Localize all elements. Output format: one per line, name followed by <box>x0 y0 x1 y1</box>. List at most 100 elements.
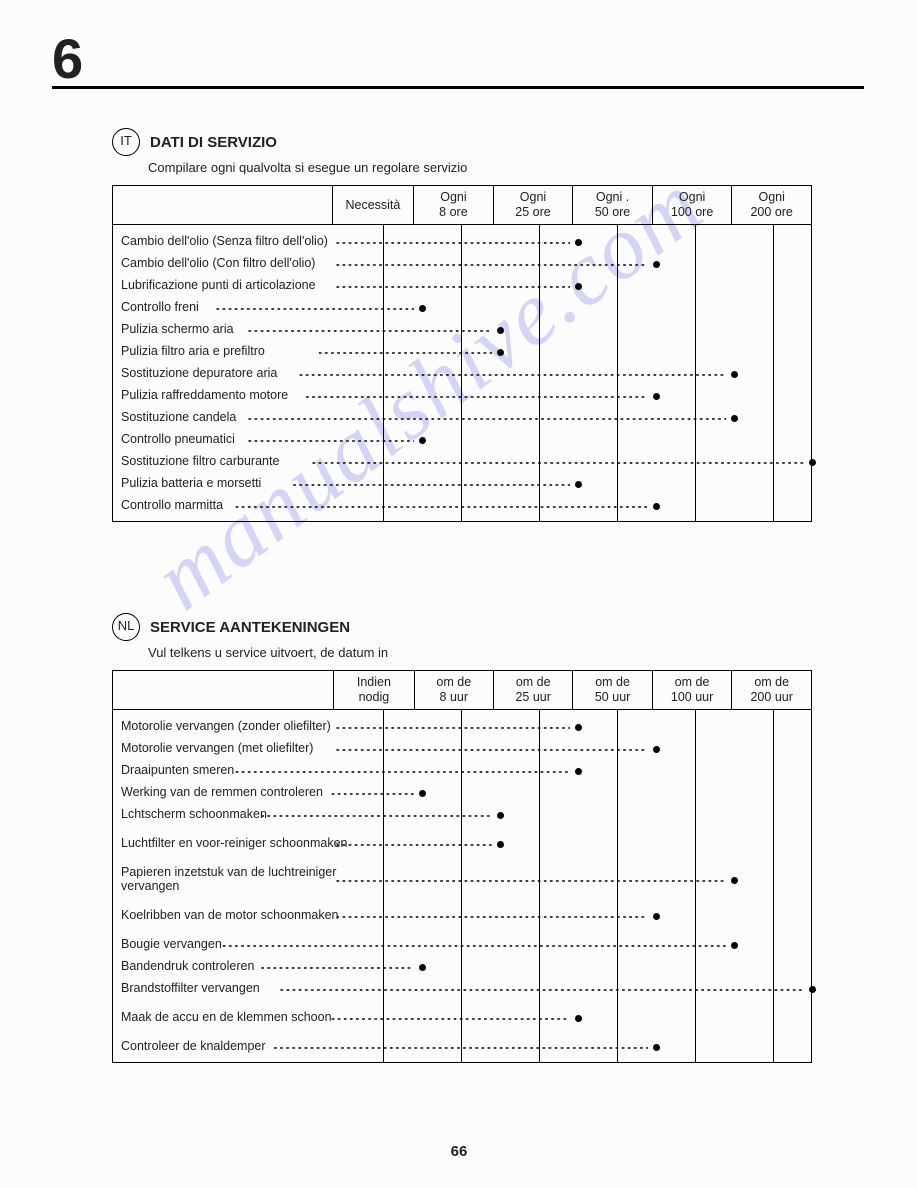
rows-cell: Motorolie vervangen (zonder oliefilter) M… <box>113 710 812 1063</box>
service-table: Indiennodigom de8 uurom de25 uurom de50 … <box>112 670 812 1063</box>
row-label: Brandstoffilter vervangen <box>121 982 260 996</box>
table-row: Lubrificazione punti di articolazione <box>113 275 811 297</box>
service-dot <box>809 986 816 993</box>
row-label: Sostituzione filtro carburante <box>121 455 279 469</box>
service-dot <box>731 415 738 422</box>
row-label: Controleer de knaldemper <box>121 1040 266 1054</box>
row-label: Lchtscherm schoonmaken <box>121 808 267 822</box>
service-dot <box>731 942 738 949</box>
section-heading-row: IT DATI DI SERVIZIO <box>112 128 832 156</box>
table-row: Sostituzione depuratore aria <box>113 363 811 385</box>
column-header: Ogni200 ore <box>732 186 812 225</box>
service-dot <box>419 964 426 971</box>
row-label: Pulizia batteria e morsetti <box>121 477 261 491</box>
column-header: Ogni100 ore <box>652 186 732 225</box>
service-dot <box>653 913 660 920</box>
language-badge: NL <box>112 613 140 641</box>
table-row: Werking van de remmen controleren <box>113 782 811 804</box>
chapter-number: 6 <box>52 26 83 91</box>
service-dot <box>575 768 582 775</box>
row-label: Draaipunten smeren <box>121 764 234 778</box>
service-dot <box>419 790 426 797</box>
row-label: Werking van de remmen controleren <box>121 786 323 800</box>
column-header: om de200 uur <box>732 671 812 710</box>
column-separator <box>695 710 696 1062</box>
table-row: Brandstoffilter vervangen <box>113 978 811 1000</box>
column-header: om de25 uur <box>493 671 572 710</box>
row-label: Pulizia filtro aria e prefiltro <box>121 345 265 359</box>
column-separator <box>695 225 696 521</box>
table-row: Koelribben van de motor schoonmaken <box>113 898 811 934</box>
section-title: SERVICE AANTEKENINGEN <box>150 619 350 636</box>
row-label: Sostituzione candela <box>121 411 236 425</box>
top-rule <box>52 86 864 89</box>
column-header: Indiennodig <box>334 671 414 710</box>
row-label: Maak de accu en de klemmen schoon <box>121 1011 332 1025</box>
page-number: 66 <box>0 1143 918 1160</box>
table-row: Pulizia batteria e morsetti <box>113 473 811 495</box>
column-header: Ogni8 ore <box>414 186 494 225</box>
row-label: Cambio dell'olio (Con filtro dell'olio) <box>121 257 315 271</box>
table-row: Motorolie vervangen (met oliefilter) <box>113 738 811 760</box>
column-header: Ogni25 ore <box>493 186 573 225</box>
table-row: Controllo freni <box>113 297 811 319</box>
table-row: Pulizia raffreddamento motore <box>113 385 811 407</box>
table-row: Motorolie vervangen (zonder oliefilter) <box>113 716 811 738</box>
table-row: Pulizia schermo aria <box>113 319 811 341</box>
service-section: IT DATI DI SERVIZIO Compilare ogni qualvol… <box>112 128 832 522</box>
column-header: Ogni .50 ore <box>573 186 653 225</box>
table-row: Cambio dell'olio (Senza filtro dell'olio… <box>113 231 811 253</box>
section-heading-row: NL SERVICE AANTEKENINGEN <box>112 613 832 641</box>
row-label: Lubrificazione punti di articolazione <box>121 279 316 293</box>
row-label: Koelribben van de motor schoonmaken <box>121 909 339 923</box>
table-row: Bougie vervangen <box>113 934 811 956</box>
row-label: Controllo marmitta <box>121 499 223 513</box>
table-row: Sostituzione candela <box>113 407 811 429</box>
column-separator <box>539 225 540 521</box>
rows-cell: Cambio dell'olio (Senza filtro dell'olio… <box>113 225 812 522</box>
table-row: Sostituzione filtro carburante <box>113 451 811 473</box>
service-dot <box>653 503 660 510</box>
service-dot <box>653 393 660 400</box>
header-blank <box>113 671 334 710</box>
service-dot <box>809 459 816 466</box>
column-separator <box>773 225 774 521</box>
row-label: Luchtfilter en voor-reiniger schoonmaken <box>121 837 348 851</box>
service-dot <box>497 812 504 819</box>
service-dot <box>419 437 426 444</box>
table-row: Pulizia filtro aria e prefiltro <box>113 341 811 363</box>
column-separator <box>461 710 462 1062</box>
service-dot <box>653 746 660 753</box>
section-subtitle: Compilare ogni qualvolta si esegue un re… <box>148 160 832 175</box>
column-header: om de8 uur <box>414 671 493 710</box>
column-header: om de50 uur <box>573 671 652 710</box>
language-badge: IT <box>112 128 140 156</box>
service-dot <box>497 349 504 356</box>
row-label: Cambio dell'olio (Senza filtro dell'olio… <box>121 235 328 249</box>
header-blank <box>113 186 333 225</box>
table-row: Lchtscherm schoonmaken <box>113 804 811 826</box>
service-dot <box>575 239 582 246</box>
row-label: Papieren inzetstuk van de luchtreiniger … <box>121 866 349 894</box>
table-row: Controllo pneumatici <box>113 429 811 451</box>
table-row: Draaipunten smeren <box>113 760 811 782</box>
service-dot <box>731 877 738 884</box>
service-dot <box>497 327 504 334</box>
service-dot <box>575 1015 582 1022</box>
row-label: Motorolie vervangen (zonder oliefilter) <box>121 720 331 734</box>
service-dot <box>731 371 738 378</box>
table-row: Maak de accu en de klemmen schoon <box>113 1000 811 1036</box>
service-dot <box>653 261 660 268</box>
section-title: DATI DI SERVIZIO <box>150 134 277 151</box>
column-separator <box>617 710 618 1062</box>
service-dot <box>575 283 582 290</box>
row-label: Controllo freni <box>121 301 199 315</box>
table-row: Papieren inzetstuk van de luchtreiniger … <box>113 862 811 898</box>
section-subtitle: Vul telkens u service uitvoert, de datum… <box>148 645 832 660</box>
row-label: Bougie vervangen <box>121 938 222 952</box>
service-table: NecessitàOgni8 oreOgni25 oreOgni .50 ore… <box>112 185 812 522</box>
table-row: Cambio dell'olio (Con filtro dell'olio) <box>113 253 811 275</box>
service-dot <box>419 305 426 312</box>
column-separator <box>461 225 462 521</box>
service-section: NL SERVICE AANTEKENINGEN Vul telkens u ser… <box>112 613 832 1063</box>
